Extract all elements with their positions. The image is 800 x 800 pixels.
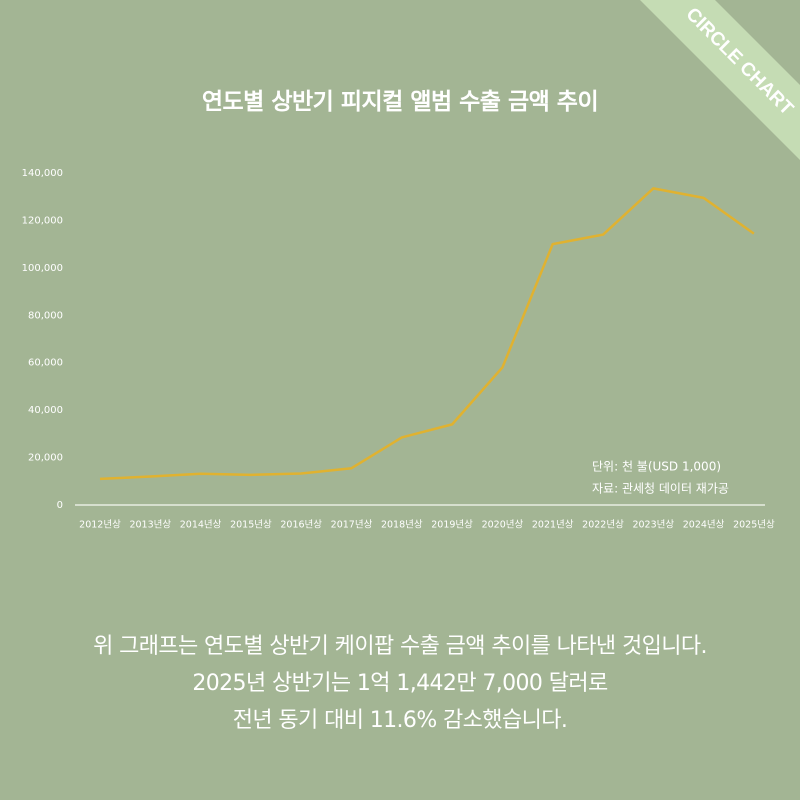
x-tick-label: 2024년상 bbox=[683, 520, 725, 531]
footer-line-1: 위 그래프는 연도별 상반기 케이팝 수출 금액 추이를 나타낸 것입니다. bbox=[93, 634, 707, 659]
footer-description: 위 그래프는 연도별 상반기 케이팝 수출 금액 추이를 나타낸 것입니다. 2… bbox=[0, 628, 800, 739]
chart-annotation: 자료: 관세청 데이터 재가공 bbox=[592, 482, 729, 496]
x-tick-label: 2016년상 bbox=[280, 520, 322, 531]
y-tick-label: 20,000 bbox=[28, 453, 63, 464]
chart-annotations: 단위: 천 불(USD 1,000) 자료: 관세청 데이터 재가공 bbox=[592, 459, 729, 496]
y-tick-label: 60,000 bbox=[28, 358, 63, 369]
series-line bbox=[99, 187, 755, 481]
x-tick-label: 2025년상 bbox=[733, 520, 775, 531]
x-tick-label: 2013년상 bbox=[129, 520, 171, 531]
x-tick-label: 2022년상 bbox=[582, 520, 624, 531]
y-tick-label: 40,000 bbox=[28, 405, 63, 416]
chart-annotation: 단위: 천 불(USD 1,000) bbox=[592, 459, 721, 474]
y-tick-label: 0 bbox=[57, 500, 63, 511]
y-tick-label: 80,000 bbox=[28, 310, 63, 321]
line-chart: 0 20,000 40,000 60,000 80,000 100,000 120,000 1… bbox=[22, 168, 775, 531]
y-tick-label: 100,000 bbox=[22, 263, 63, 274]
x-tick-label: 2020년상 bbox=[482, 520, 524, 531]
x-tick-label: 2019년상 bbox=[431, 520, 473, 531]
x-tick-label: 2017년상 bbox=[331, 520, 373, 531]
y-tick-label: 120,000 bbox=[22, 215, 63, 226]
x-tick-label: 2023년상 bbox=[632, 520, 674, 531]
chart-title: 연도별 상반기 피지컬 앨범 수출 금액 추이 bbox=[201, 89, 599, 115]
x-tick-label: 2015년상 bbox=[230, 520, 272, 531]
y-tick-label: 140,000 bbox=[22, 168, 63, 179]
x-tick-label: 2018년상 bbox=[381, 520, 423, 531]
x-axis-ticks: 2012년상 2013년상 2014년상 2015년상 2016년상 2017년상 2018… bbox=[79, 520, 775, 531]
footer-line-2: 2025년 상반기는 1억 1,442만 7,000 달러로 bbox=[192, 671, 608, 696]
x-tick-label: 2021년상 bbox=[532, 520, 574, 531]
y-axis-ticks: 0 20,000 40,000 60,000 80,000 100,000 120,000 1… bbox=[22, 168, 63, 511]
x-tick-label: 2014년상 bbox=[180, 520, 222, 531]
x-tick-label: 2012년상 bbox=[79, 520, 121, 531]
footer-line-3: 전년 동기 대비 11.6% 감소했습니다. bbox=[232, 708, 568, 733]
